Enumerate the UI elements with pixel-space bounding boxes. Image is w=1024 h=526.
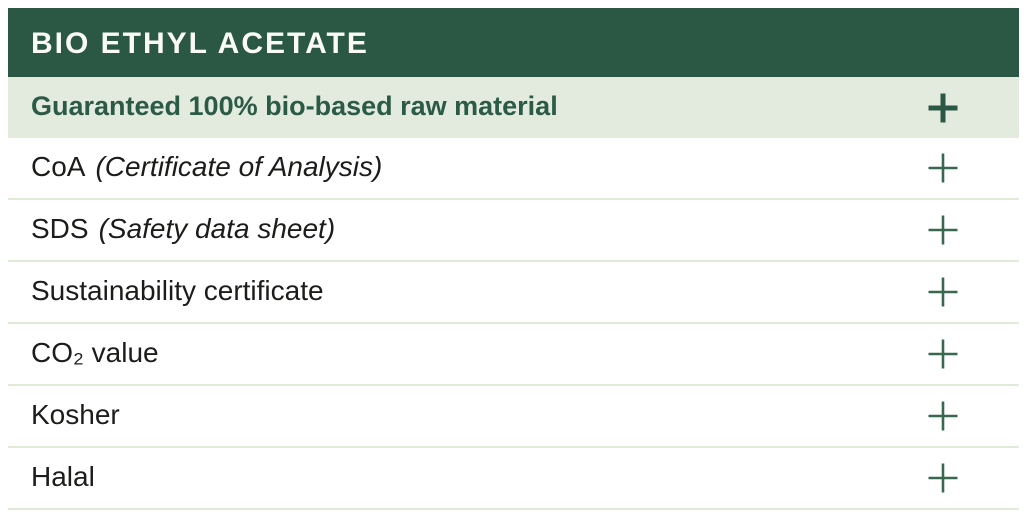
row-label: Guaranteed 100% bio-based raw material (31, 91, 558, 121)
product-spec-accordion: BIO ETHYL ACETATE Guaranteed 100% bio-ba… (8, 8, 1019, 510)
plus-icon[interactable] (928, 339, 958, 369)
accordion-row-sustainability-certificate[interactable]: Sustainability certificate (8, 262, 1019, 324)
plus-icon[interactable] (928, 215, 958, 245)
plus-icon[interactable] (928, 153, 958, 183)
accordion-row-halal[interactable]: Halal (8, 448, 1019, 510)
accordion-row-co2-value[interactable]: CO₂ value (8, 324, 1019, 386)
plus-icon[interactable] (928, 277, 958, 307)
accordion-row-kosher[interactable]: Kosher (8, 386, 1019, 448)
plus-icon[interactable] (928, 463, 958, 493)
row-label: CO₂ value (31, 337, 159, 368)
accordion-row-bio-based[interactable]: Guaranteed 100% bio-based raw material (8, 77, 1019, 138)
plus-icon[interactable] (928, 93, 958, 123)
row-label: SDS (Safety data sheet) (31, 213, 336, 244)
accordion-row-coa[interactable]: CoA (Certificate of Analysis) (8, 138, 1019, 200)
accordion-header: BIO ETHYL ACETATE (8, 8, 1019, 77)
panel-title: BIO ETHYL ACETATE (31, 26, 369, 60)
row-label: Halal (31, 461, 95, 492)
row-label: CoA (Certificate of Analysis) (31, 151, 383, 182)
accordion-row-sds[interactable]: SDS (Safety data sheet) (8, 200, 1019, 262)
row-label: Kosher (31, 399, 120, 430)
plus-icon[interactable] (928, 401, 958, 431)
row-label: Sustainability certificate (31, 275, 324, 306)
